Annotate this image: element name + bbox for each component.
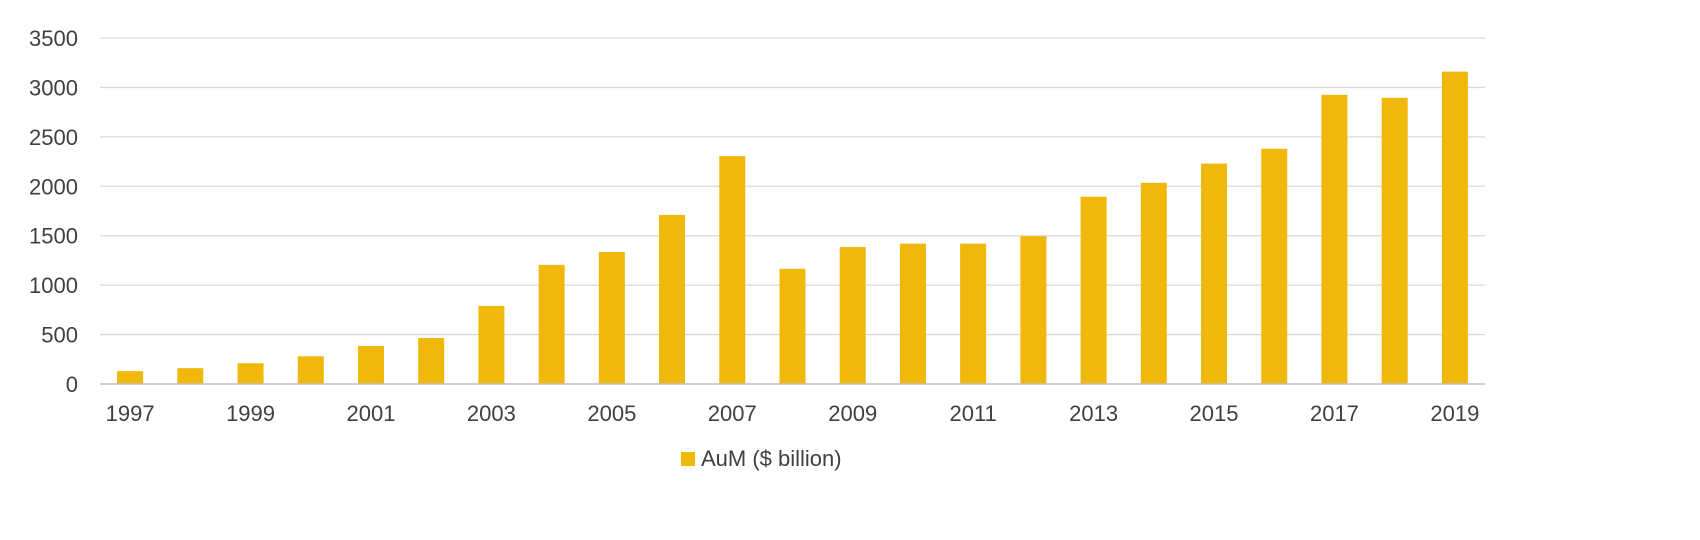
y-axis-ticks: 0 500 1000 1500 2000 2500 3000 3500 [29,26,78,397]
x-tick-label: 1997 [106,401,155,426]
bar-2004 [538,264,565,384]
x-tick-label: 2017 [1310,401,1359,426]
x-tick-label: 1999 [226,401,275,426]
y-tick-label: 1500 [29,224,78,249]
bar-2005 [598,252,625,384]
x-tick-label: 2001 [347,401,396,426]
bar-2007 [719,156,746,384]
y-tick-label: 0 [66,372,78,397]
bar-1998 [177,368,204,384]
bar-1997 [117,371,144,384]
bar-2006 [659,214,686,384]
bar-2015 [1201,163,1228,384]
y-tick-label: 3500 [29,26,78,51]
bar-2013 [1080,196,1107,384]
x-tick-label: 2003 [467,401,516,426]
bar-2018 [1381,97,1408,385]
bar-2014 [1140,182,1167,384]
y-tick-label: 3000 [29,75,78,100]
bar-2016 [1261,148,1288,384]
bar-2019 [1441,71,1468,385]
bar-2001 [357,345,384,384]
bars [117,71,1468,385]
bar-2000 [297,356,324,384]
bar-2012 [1020,236,1047,384]
bar-2003 [478,305,505,384]
bar-1999 [237,363,264,384]
legend: AuM ($ billion) [681,446,842,471]
x-tick-label: 2011 [949,401,996,426]
x-axis-ticks: 1997 1999 2001 2003 2005 2007 2009 2011 2013 2015… [106,401,1480,426]
bar-2008 [779,268,806,384]
x-tick-label: 2007 [708,401,757,426]
x-tick-label: 2013 [1069,401,1118,426]
bar-2002 [418,338,445,384]
bar-2017 [1321,94,1348,384]
bar-2011 [960,243,987,384]
bar-2010 [899,243,926,384]
legend-label: AuM ($ billion) [701,446,842,471]
legend-swatch [681,452,695,466]
x-tick-label: 2005 [587,401,636,426]
x-tick-label: 2019 [1430,401,1479,426]
y-tick-label: 500 [41,323,78,348]
gridlines [100,37,1485,336]
x-tick-label: 2015 [1190,401,1239,426]
y-tick-label: 2000 [29,174,78,199]
y-tick-label: 2500 [29,125,78,150]
y-tick-label: 1000 [29,273,78,298]
x-tick-label: 2009 [828,401,877,426]
bar-2009 [839,247,866,384]
